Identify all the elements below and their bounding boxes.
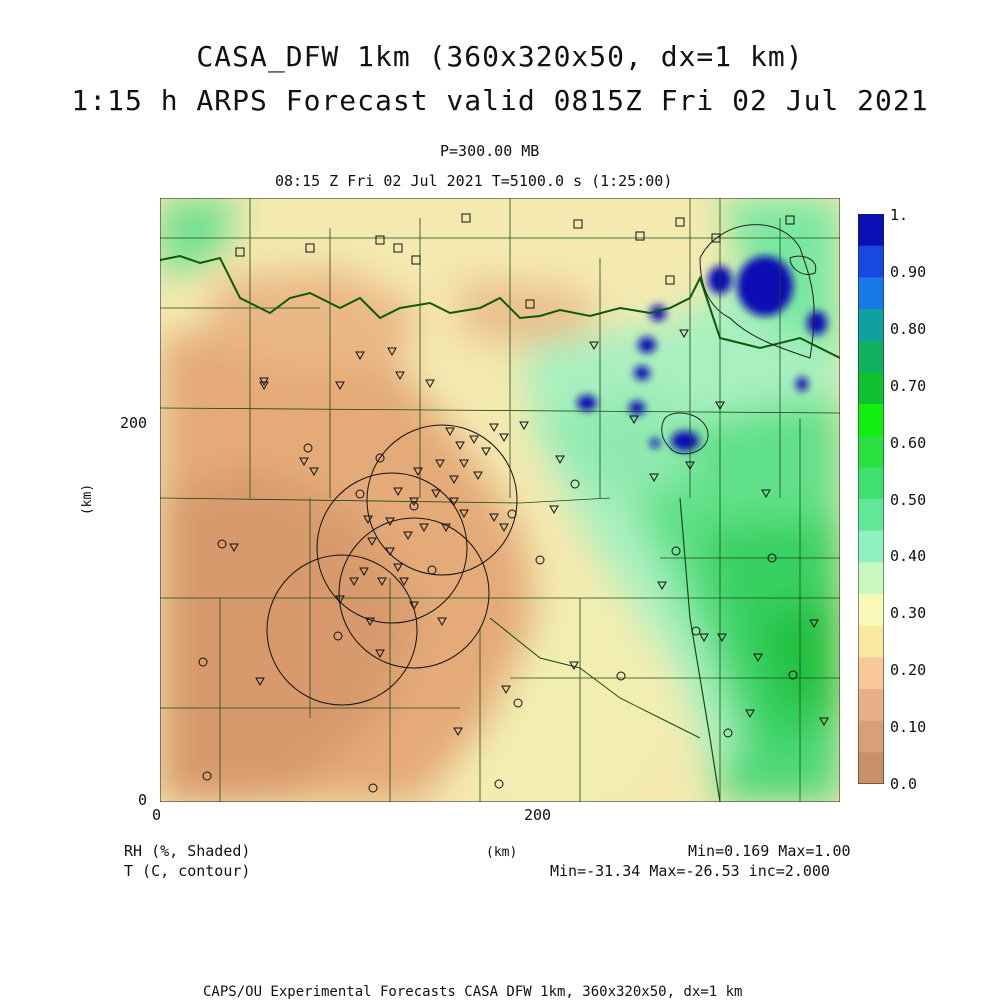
colorbar-label: 0.40 (890, 547, 927, 566)
colorbar-swatch (858, 625, 884, 658)
y-axis-unit: (km) (80, 483, 96, 516)
river-east (679, 497, 721, 802)
colorbar-swatch (858, 467, 884, 500)
rh-shading (160, 198, 840, 802)
surface-station-squares (235, 213, 795, 309)
colorbar-swatch (858, 530, 884, 563)
figure-title-line2: 1:15 h ARPS Forecast valid 0815Z Fri 02 … (71, 84, 929, 117)
y-tick-0: 0 (138, 791, 148, 809)
valid-time-label: 08:15 Z Fri 02 Jul 2021 T=5100.0 s (1:25… (275, 172, 673, 190)
shaded-field-label: RH (%, Shaded) (124, 842, 251, 860)
x-tick-0: 0 (152, 806, 162, 824)
colorbar-label: 0.20 (890, 661, 927, 680)
figure-title-line1: CASA_DFW 1km (360x320x50, dx=1 km) (196, 40, 804, 73)
colorbar-swatch (858, 214, 884, 247)
colorbar-label: 0.80 (890, 319, 927, 338)
colorbar-swatch (858, 340, 884, 373)
rh-min-max: Min=0.169 Max=1.00 (688, 842, 851, 860)
colorbar-swatch (858, 594, 884, 627)
t-min-max-inc: Min=-31.34 Max=-26.53 inc=2.000 (550, 862, 830, 880)
colorbar-swatch (858, 562, 884, 595)
colorbar (858, 214, 884, 784)
colorbar-swatch (858, 372, 884, 405)
pressure-level-label: P=300.00 MB (440, 142, 540, 160)
station-markers (198, 213, 829, 793)
colorbar-swatch (858, 245, 884, 278)
colorbar-swatch (858, 277, 884, 310)
red-river-border (160, 254, 840, 359)
colorbar-label: 0.60 (890, 433, 927, 452)
colorbar-swatch (858, 720, 884, 753)
river-south (489, 617, 701, 739)
footer-credit: CAPS/OU Experimental Forecasts CASA DFW … (203, 984, 743, 1000)
colorbar-label: 1. (890, 206, 909, 224)
boundary-lines (160, 198, 840, 802)
mesonet-triangles (229, 329, 829, 737)
colorbar-label: 0.30 (890, 604, 927, 623)
colorbar-label: 0.70 (890, 376, 927, 395)
colorbar-swatch (858, 752, 884, 784)
colorbar-label: 0.50 (890, 490, 927, 509)
colorbar-swatch (858, 309, 884, 342)
map-plot (160, 198, 840, 802)
colorbar-label: 0.90 (890, 262, 927, 281)
colorbar-swatch (858, 404, 884, 437)
radar-range-rings (266, 424, 518, 706)
x-tick-200: 200 (524, 806, 552, 824)
colorbar-label: 0.0 (890, 775, 918, 793)
y-tick-200: 200 (120, 414, 148, 432)
x-axis-unit: (km) (486, 845, 518, 860)
colorbar-swatch (858, 657, 884, 690)
colorbar-label: 0.10 (890, 718, 927, 737)
temperature-contours (661, 224, 817, 455)
contour-field-label: T (C, contour) (124, 862, 251, 880)
colorbar-swatch (858, 499, 884, 532)
colorbar-swatch (858, 689, 884, 722)
asos-circles (198, 443, 798, 793)
colorbar-swatch (858, 435, 884, 468)
